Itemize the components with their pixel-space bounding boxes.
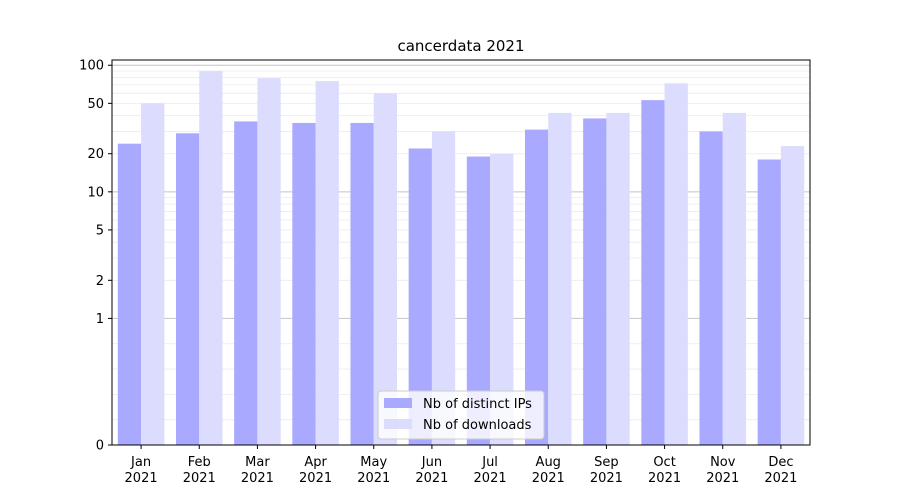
bar-downloads [548, 112, 572, 446]
y-tick-label: 5 [96, 223, 104, 238]
bar-ips [175, 133, 200, 445]
y-tick-label: 10 [87, 185, 104, 200]
bar-ips [583, 118, 607, 445]
y-tick-label: 0 [96, 439, 104, 454]
x-tick-label: Feb 2021 [183, 455, 216, 486]
x-tick-label: Aug 2021 [532, 455, 565, 486]
x-tick-label: Nov 2021 [706, 455, 739, 486]
y-tick-label: 20 [87, 147, 104, 162]
bar-downloads [664, 83, 688, 445]
plot-frame [111, 59, 811, 446]
x-tick-label: Sep 2021 [590, 455, 623, 486]
legend-box [377, 390, 545, 440]
bar-downloads [141, 103, 165, 445]
bars [117, 71, 805, 446]
x-axis: Jan 2021 Feb 2021 Mar 2021 Apr 2021 May 2021 Jun 20… [125, 445, 797, 486]
bar-ips [350, 122, 374, 445]
bar-ips [641, 100, 665, 445]
bar-downloads [257, 78, 281, 445]
y-axis: 0 1 2 5 10 20 50 100 [79, 59, 112, 454]
bar-ips [757, 159, 781, 445]
y-tick-label: 100 [79, 59, 104, 74]
bar-downloads [490, 153, 514, 446]
legend-swatch-ips [384, 398, 412, 408]
x-tick-label: Jul 2021 [474, 455, 507, 486]
bar-ips [234, 121, 258, 445]
chart-title: cancerdata 2021 [397, 37, 524, 55]
grid-lines [112, 64, 810, 421]
bar-downloads [722, 112, 747, 446]
bar-downloads [431, 131, 456, 445]
bar-downloads [373, 93, 398, 445]
bar-ips [408, 148, 432, 445]
y-tick-label: 1 [96, 312, 104, 327]
y-tick-label: 50 [87, 97, 104, 112]
legend-label-downloads: Nb of downloads [423, 418, 532, 433]
x-tick-label: Dec 2021 [764, 455, 797, 486]
x-tick-label: Apr 2021 [299, 455, 332, 486]
x-tick-label: Oct 2021 [648, 455, 681, 486]
legend-label-ips: Nb of distinct IPs [423, 397, 532, 412]
bar-downloads [606, 112, 630, 446]
x-tick-label: Jun 2021 [415, 455, 448, 486]
y-tick-label: 2 [96, 274, 104, 289]
bar-downloads [780, 146, 805, 445]
x-tick-label: May 2021 [357, 455, 390, 486]
x-tick-label: Mar 2021 [241, 455, 274, 486]
bar-ips [466, 156, 491, 446]
x-tick-label: Jan 2021 [125, 455, 158, 486]
bar-ips [699, 131, 723, 445]
legend-swatch-downloads [384, 419, 412, 429]
bar-downloads [199, 71, 223, 446]
bar-ips [292, 122, 316, 445]
bar-downloads [315, 81, 339, 445]
legend: Nb of distinct IPs Nb of downloads [377, 390, 545, 440]
bar-ips [117, 143, 142, 445]
bar-ips [524, 129, 549, 445]
